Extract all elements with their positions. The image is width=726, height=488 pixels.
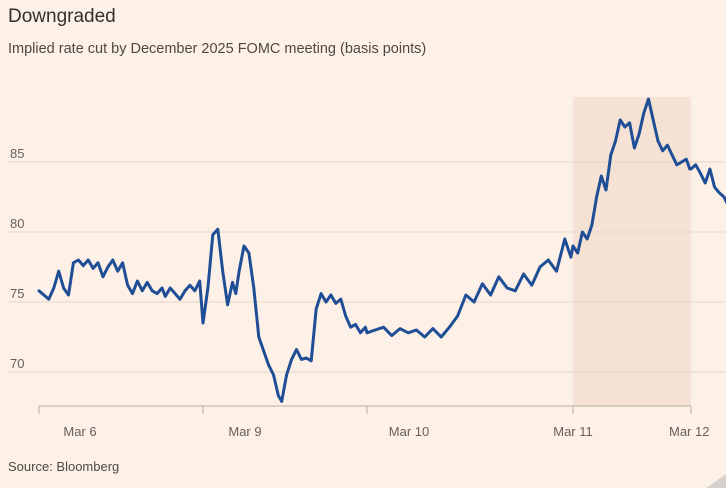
series-line-0 [37,97,726,403]
x-tick-label-3: Mar 11 [553,424,593,439]
y-tick-label-85: 85 [10,146,24,161]
y-tick-label-75: 75 [10,286,24,301]
y-tick-label-70: 70 [10,356,24,371]
x-tick-label-4: Mar 12 [669,424,709,439]
y-tick-label-80: 80 [10,216,24,231]
source-note: Source: Bloomberg [8,459,120,474]
chart-subtitle: Implied rate cut by December 2025 FOMC m… [8,41,427,57]
chart-title: Downgraded [8,6,116,27]
x-tick-label-0: Mar 6 [63,424,96,439]
x-tick-label-2: Mar 10 [389,424,429,439]
corner-fold [706,474,726,488]
x-tick-label-1: Mar 9 [228,424,261,439]
shaded-region [573,97,691,406]
